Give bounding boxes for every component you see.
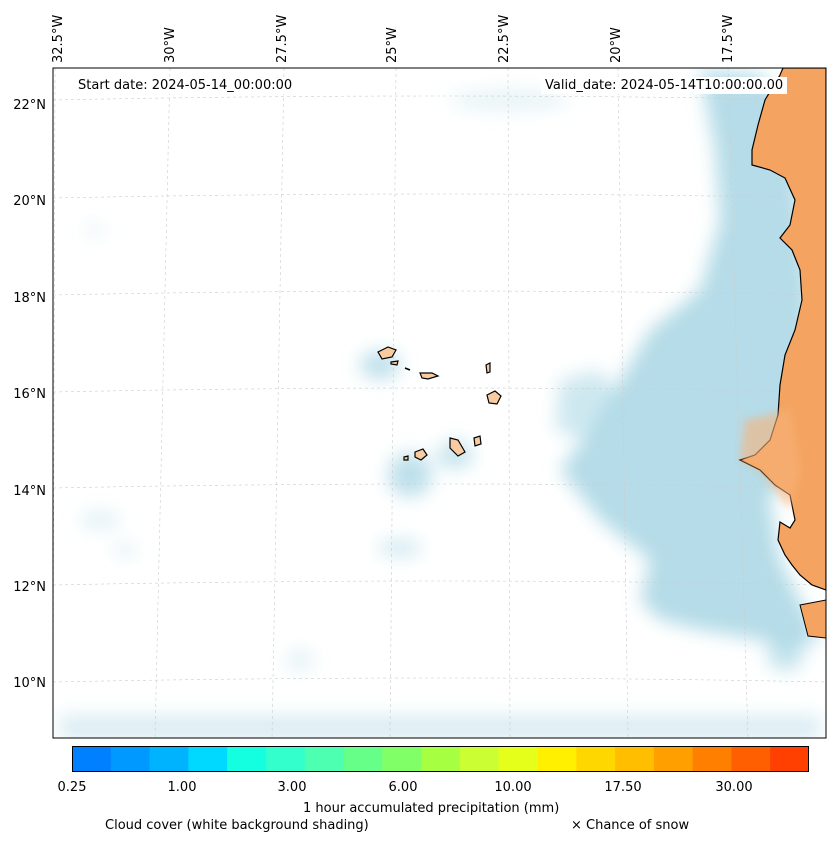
guinea-coast — [799, 599, 826, 639]
colorbar-segment — [615, 746, 655, 772]
snow-legend: × Chance of snow — [571, 818, 690, 833]
colorbar-tick: 6.00 — [388, 780, 418, 795]
colorbar-tick: 3.00 — [277, 780, 307, 795]
lon-label: 22.5°W — [497, 14, 512, 63]
cloud-cover-shading — [60, 70, 820, 738]
lon-label: 25°W — [385, 27, 400, 63]
start-date-label: Start date: 2024-05-14_00:00:00 — [74, 77, 297, 94]
colorbar-border — [72, 746, 809, 772]
colorbar-tick: 17.50 — [604, 780, 642, 795]
colorbar-segment — [459, 746, 500, 772]
colorbar-segment — [498, 746, 538, 772]
colorbar-tick: 30.00 — [715, 780, 753, 795]
map-frame — [52, 67, 827, 739]
lon-label: 27.5°W — [275, 14, 290, 63]
valid-date-label: Valid_date: 2024-05-14T10:00:00.00 — [541, 77, 788, 94]
colorbar-segment — [770, 746, 809, 772]
colorbar-label: 1 hour accumulated precipitation (mm) — [303, 801, 560, 816]
colorbar-segment — [149, 746, 189, 772]
cloud-cover-legend: Cloud cover (white background shading) — [105, 818, 369, 833]
colorbar-tick: 0.25 — [57, 780, 87, 795]
colorbar-segment — [421, 746, 461, 772]
colorbar-segment — [576, 746, 616, 772]
lat-label: 22°N — [13, 98, 46, 113]
lat-label: 16°N — [13, 387, 46, 402]
colorbar-segment — [537, 746, 577, 772]
lon-label: 30°W — [163, 27, 178, 63]
coast-gradient — [740, 410, 800, 510]
colorbar-segment — [265, 746, 306, 772]
colorbar-segment — [653, 746, 694, 772]
colorbar-segment — [227, 746, 267, 772]
lon-label: 32.5°W — [51, 14, 66, 63]
colorbar-segment — [72, 746, 112, 772]
lon-label: 20°W — [609, 27, 624, 63]
colorbar-segment — [110, 746, 151, 772]
lat-label: 18°N — [13, 291, 46, 306]
lat-label: 12°N — [13, 580, 46, 595]
colorbar-segment — [731, 746, 771, 772]
precipitation-colorbar — [72, 746, 809, 772]
colorbar-segment — [382, 746, 422, 772]
colorbar-segment — [343, 746, 383, 772]
colorbar-segment — [188, 746, 228, 772]
colorbar-tick: 10.00 — [494, 780, 532, 795]
cape-verde-islands — [377, 346, 502, 461]
colorbar-segment — [304, 746, 345, 772]
lat-label: 14°N — [13, 484, 46, 499]
lat-label: 20°N — [13, 194, 46, 209]
lat-label: 10°N — [13, 676, 46, 691]
colorbar-tick: 1.00 — [167, 780, 197, 795]
colorbar-segment — [692, 746, 732, 772]
small-islet — [404, 367, 411, 371]
lon-label: 17.5°W — [721, 14, 736, 63]
